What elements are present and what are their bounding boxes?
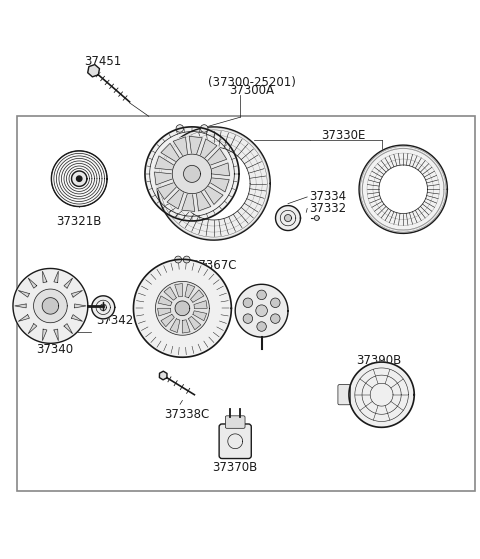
Polygon shape [42,297,59,314]
FancyBboxPatch shape [219,424,252,458]
Polygon shape [64,324,72,334]
Polygon shape [175,301,190,316]
Polygon shape [34,289,67,323]
Polygon shape [170,319,180,333]
Polygon shape [173,137,188,157]
Polygon shape [200,139,217,158]
Polygon shape [72,315,83,321]
Polygon shape [191,290,204,302]
Polygon shape [158,296,172,306]
Text: 37300A: 37300A [229,84,275,97]
Polygon shape [172,154,212,193]
Text: 37332: 37332 [310,202,347,215]
Polygon shape [75,304,86,308]
Polygon shape [207,148,227,165]
Text: 37370B: 37370B [213,461,258,474]
Circle shape [257,290,266,300]
Polygon shape [210,178,229,192]
Polygon shape [51,151,107,206]
Polygon shape [189,136,202,155]
Polygon shape [235,285,288,337]
Polygon shape [72,171,87,186]
Polygon shape [92,296,115,319]
Polygon shape [18,315,29,321]
Polygon shape [182,320,190,333]
Polygon shape [314,216,319,220]
Circle shape [257,322,266,331]
Polygon shape [54,271,58,283]
Polygon shape [155,136,229,211]
Polygon shape [285,215,291,221]
Polygon shape [13,268,88,343]
Polygon shape [349,362,414,427]
Polygon shape [28,278,37,288]
Polygon shape [43,329,47,340]
Polygon shape [196,192,211,211]
Polygon shape [157,127,270,240]
Polygon shape [359,145,447,234]
Polygon shape [157,182,177,200]
Polygon shape [156,281,209,335]
Polygon shape [72,291,83,297]
FancyBboxPatch shape [338,385,350,405]
Polygon shape [159,371,167,380]
Polygon shape [157,309,171,316]
Polygon shape [64,278,72,288]
Polygon shape [161,143,180,162]
Text: 37321B: 37321B [57,215,102,229]
Text: 37367C: 37367C [191,259,236,272]
Polygon shape [15,304,26,308]
FancyBboxPatch shape [226,416,245,428]
Polygon shape [211,163,229,176]
Circle shape [176,125,183,132]
Circle shape [271,314,280,323]
Circle shape [256,305,267,316]
Polygon shape [164,287,176,300]
Polygon shape [43,271,47,283]
Polygon shape [204,186,223,205]
Polygon shape [155,156,174,170]
Polygon shape [18,291,29,297]
Polygon shape [182,193,195,211]
Polygon shape [155,172,173,185]
Text: 37340: 37340 [36,343,74,356]
Text: 37451: 37451 [84,55,122,68]
Text: (37300-25201): (37300-25201) [208,76,296,89]
Text: 37390B: 37390B [357,354,402,367]
Polygon shape [183,165,201,182]
Polygon shape [193,311,206,321]
Circle shape [175,256,181,263]
Polygon shape [88,65,99,77]
Polygon shape [133,259,231,357]
Polygon shape [194,301,207,309]
Text: 37330E: 37330E [321,129,365,142]
Polygon shape [185,284,195,298]
Polygon shape [161,314,174,326]
Polygon shape [76,176,82,181]
Polygon shape [100,304,107,311]
Circle shape [201,125,208,132]
Polygon shape [145,127,239,221]
Circle shape [243,298,252,307]
Polygon shape [175,283,182,297]
Polygon shape [54,329,58,340]
Polygon shape [28,324,37,334]
Text: 37338C: 37338C [165,409,210,421]
Polygon shape [276,206,300,230]
Polygon shape [189,316,201,330]
Circle shape [183,256,190,263]
Text: 37342: 37342 [96,314,134,327]
Polygon shape [167,190,184,209]
Circle shape [271,298,280,307]
Text: 37334: 37334 [310,191,347,203]
Circle shape [243,314,252,323]
